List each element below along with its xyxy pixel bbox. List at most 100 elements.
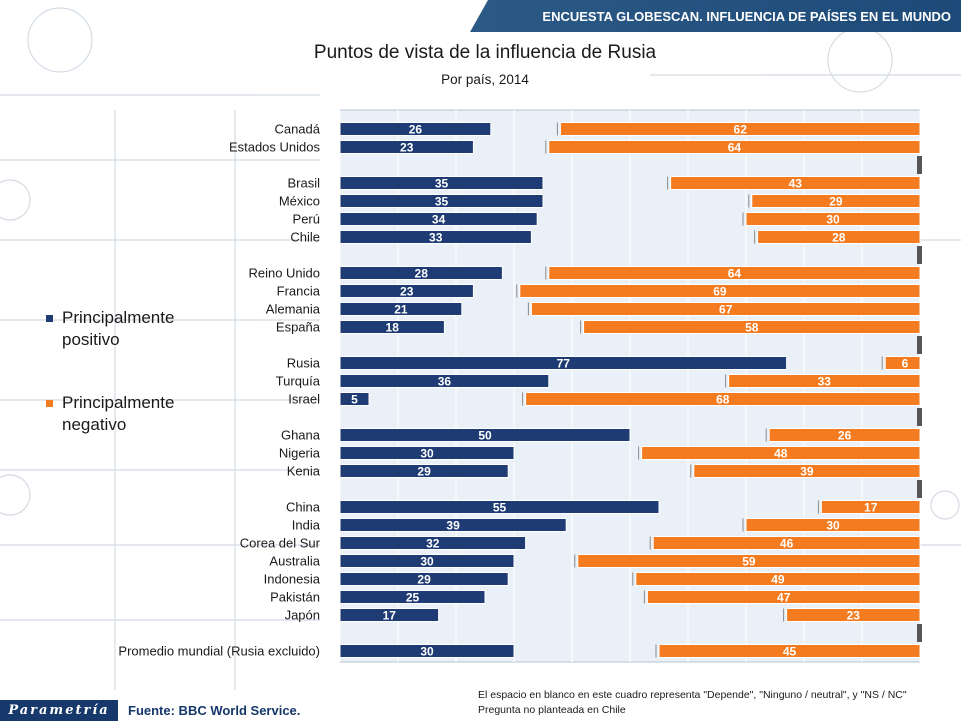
- bar-positive: [339, 392, 370, 406]
- bar-positive-label: 35: [435, 177, 449, 191]
- brand-logo: Parametría: [0, 700, 118, 721]
- bar-negative: [652, 536, 921, 550]
- bar-positive: [339, 518, 567, 532]
- legend-negative-swatch: [46, 400, 53, 407]
- bar-negative: [768, 428, 921, 442]
- bar-negative: [757, 230, 921, 244]
- bar-negative-label: 64: [728, 267, 742, 281]
- source-text: Fuente: BBC World Service.: [128, 703, 301, 718]
- category-label: Estados Unidos: [229, 140, 321, 155]
- category-label: Pakistán: [270, 590, 320, 605]
- bar-negative-label: 17: [864, 501, 878, 515]
- category-label: Turquía: [276, 374, 321, 389]
- category-label: Promedio mundial (Rusia excluido): [118, 644, 320, 659]
- bar-positive-label: 30: [420, 555, 434, 569]
- bar-positive-label: 36: [438, 375, 452, 389]
- bar-positive: [339, 176, 544, 190]
- bar-positive: [339, 284, 474, 298]
- bar-positive: [339, 554, 515, 568]
- bar-negative-label: 6: [902, 357, 909, 371]
- bar-negative-label: 28: [832, 231, 846, 245]
- bar-negative-label: 30: [826, 213, 840, 227]
- bar-positive-label: 28: [415, 267, 429, 281]
- bar-positive: [339, 464, 509, 478]
- bar-positive-label: 50: [478, 429, 492, 443]
- category-label: Reino Unido: [248, 266, 320, 281]
- group-separator: [917, 480, 922, 498]
- category-label: Indonesia: [264, 572, 321, 587]
- bar-negative: [745, 518, 921, 532]
- bar-negative-label: 48: [774, 447, 788, 461]
- category-label: Japón: [285, 608, 320, 623]
- group-separator: [917, 156, 922, 174]
- bar-positive-label: 39: [446, 519, 460, 533]
- bar-negative: [751, 194, 921, 208]
- bar-negative-label: 46: [780, 537, 794, 551]
- bar-positive-label: 30: [420, 645, 434, 659]
- bar-positive-label: 17: [383, 609, 397, 623]
- bar-negative: [530, 302, 921, 316]
- bar-negative-label: 69: [713, 285, 727, 299]
- category-label: España: [276, 320, 321, 335]
- bar-negative-label: 26: [838, 429, 852, 443]
- category-label: Corea del Sur: [240, 536, 321, 551]
- bar-positive: [339, 446, 515, 460]
- bar-negative: [884, 356, 921, 370]
- chart-title: Puntos de vista de la influencia de Rusi…: [313, 42, 657, 63]
- bar-negative: [548, 140, 921, 154]
- bar-positive: [339, 302, 463, 316]
- bar-negative: [519, 284, 921, 298]
- bar-negative: [559, 122, 921, 136]
- bar-positive: [339, 500, 660, 514]
- legend-positive-swatch: [46, 315, 53, 322]
- category-label: Francia: [277, 284, 321, 299]
- bar-negative-label: 49: [771, 573, 785, 587]
- bar-positive: [339, 122, 492, 136]
- category-label: Canadá: [274, 122, 320, 137]
- bar-negative: [786, 608, 921, 622]
- bar-positive: [339, 572, 509, 586]
- bar-negative: [820, 500, 921, 514]
- bar-positive-label: 32: [426, 537, 440, 551]
- bar-positive: [339, 644, 515, 658]
- bar-negative-label: 29: [829, 195, 843, 209]
- legend-positive: Principalmente positivo: [46, 307, 196, 351]
- category-label: Kenia: [287, 464, 321, 479]
- bar-positive-label: 21: [394, 303, 408, 317]
- bar-negative-label: 62: [734, 123, 748, 137]
- bar-negative-label: 23: [847, 609, 861, 623]
- group-separator: [917, 408, 922, 426]
- bar-negative: [693, 464, 921, 478]
- legend-negative-label: Principalmente negativo: [62, 393, 175, 434]
- group-separator: [917, 336, 922, 354]
- bar-positive-label: 29: [417, 465, 431, 479]
- bar-negative-label: 30: [826, 519, 840, 533]
- category-label: Chile: [290, 230, 320, 245]
- bar-positive-label: 33: [429, 231, 443, 245]
- bar-positive-label: 30: [420, 447, 434, 461]
- bar-positive-label: 26: [409, 123, 423, 137]
- category-label: India: [292, 518, 321, 533]
- bar-positive: [339, 140, 474, 154]
- bar-positive-label: 35: [435, 195, 449, 209]
- category-label: China: [286, 500, 321, 515]
- bar-positive: [339, 194, 544, 208]
- bar-negative-label: 33: [818, 375, 832, 389]
- category-label: Australia: [269, 554, 320, 569]
- bar-negative: [548, 266, 921, 280]
- footnote-line-2: Pregunta no planteada en Chile: [478, 704, 626, 716]
- bar-positive: [339, 536, 527, 550]
- bar-positive-label: 18: [386, 321, 400, 335]
- bar-negative-label: 58: [745, 321, 759, 335]
- bar-negative-label: 64: [728, 141, 742, 155]
- bar-negative: [745, 212, 921, 226]
- bar-positive: [339, 356, 788, 370]
- category-label: Brasil: [287, 176, 320, 191]
- bar-negative-label: 59: [742, 555, 756, 569]
- bar-negative: [670, 176, 921, 190]
- bar-negative: [525, 392, 921, 406]
- bar-negative-label: 47: [777, 591, 791, 605]
- category-label: Nigeria: [279, 446, 321, 461]
- bar-positive: [339, 320, 445, 334]
